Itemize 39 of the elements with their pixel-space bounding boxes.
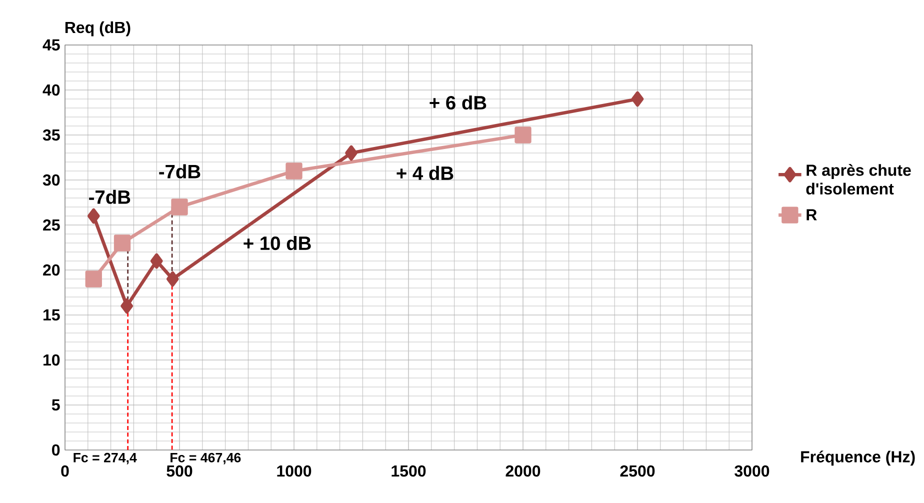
y-tick-label: 5 [52,399,60,411]
y-tick-label: 10 [44,354,60,366]
annotation: Fc = 467,46 [170,452,241,464]
point [120,298,134,314]
point [631,91,644,107]
x-tick-label: 500 [166,465,192,477]
legend-label: R après chute d'isolement [806,164,911,195]
y-axis-title: Req (dB) [65,21,130,36]
annotation: -7dB [159,164,200,178]
point [150,253,163,269]
annotation: + 6 dB [430,95,486,110]
point [171,198,188,216]
x-tick-label: 2500 [620,465,655,477]
y-tick-label: 25 [43,219,60,231]
x-tick-label: 3000 [734,465,770,477]
x-tick-label: 1000 [277,465,312,477]
y-tick-label: 20 [43,264,60,276]
annotation: Fc = 274,4 [74,452,137,464]
annotation: + 4 dB [396,166,454,180]
y-tick-label: 45 [42,39,60,51]
x-tick-label: 1500 [392,465,426,477]
point [286,162,302,180]
point [87,208,100,224]
x-tick-label: 2000 [506,465,540,477]
point [166,271,179,287]
x-tick-label: 0 [61,465,69,477]
point [114,234,131,252]
y-tick-label: 35 [42,129,60,141]
annotation: + 10 dB [244,236,311,250]
y-tick-label: 40 [42,84,60,96]
annotation: -7dB [89,190,130,204]
legend-label: R [806,209,817,220]
y-tick-label: 0 [52,444,60,456]
y-tick-label: 30 [42,174,60,186]
y-tick-label: 15 [44,309,60,321]
point [85,270,102,288]
point [514,126,532,144]
x-axis-title: Fréquence (Hz) [801,450,915,466]
point [345,145,358,161]
